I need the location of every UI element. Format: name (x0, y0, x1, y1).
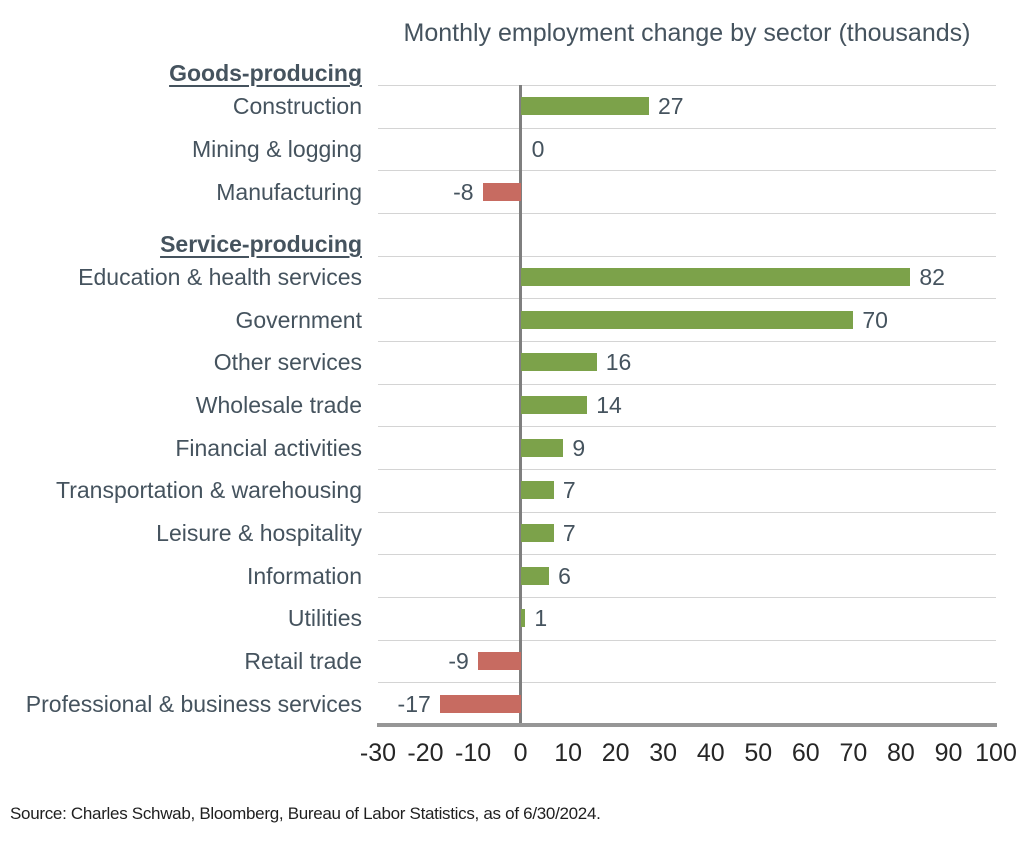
positive-bar (520, 524, 554, 542)
gridline (378, 383, 996, 385)
category-label: Wholesale trade (195, 392, 362, 418)
x-tick-label: 100 (975, 739, 1017, 767)
x-tick-label: 60 (791, 739, 820, 767)
category-label: Education & health services (78, 264, 362, 290)
x-tick-label: 70 (839, 739, 868, 767)
positive-bar (520, 396, 588, 414)
positive-bar (520, 310, 854, 329)
x-axis-line (377, 723, 997, 727)
negative-bar (477, 652, 521, 670)
positive-bar (520, 566, 550, 585)
value-label: 70 (862, 306, 888, 333)
category-label: Financial activities (175, 434, 362, 461)
value-label: 9 (572, 434, 586, 461)
x-tick-label: 20 (601, 739, 630, 767)
source-note: Source: Charles Schwab, Bloomberg, Burea… (10, 804, 601, 823)
value-label: 16 (605, 349, 632, 376)
gridline (378, 170, 996, 172)
group-header-text: Goods-producing (169, 60, 362, 86)
category-label: Construction (232, 93, 362, 120)
x-tick-label: 40 (696, 739, 725, 767)
x-tick-label: 50 (744, 739, 773, 767)
category-label: Professional & business services (25, 690, 362, 717)
value-label: 27 (658, 93, 684, 120)
category-label: Information (246, 562, 362, 589)
category-label: Mining & logging (191, 136, 362, 162)
negative-bar (482, 182, 521, 201)
value-label: 7 (562, 477, 576, 504)
value-label: 7 (562, 520, 576, 546)
positive-bar (520, 481, 554, 500)
positive-bar (520, 438, 564, 457)
category-label: Transportation & warehousing (56, 477, 362, 504)
group-header-label: Goods-producing (0, 58, 362, 88)
group-header-label: Service-producing (0, 229, 362, 259)
x-tick-label: -20 (407, 739, 444, 767)
x-tick-label: 0 (513, 739, 528, 767)
gridline (378, 426, 996, 428)
value-label: 82 (919, 264, 945, 290)
gridline (378, 511, 996, 513)
gridline (378, 682, 996, 684)
positive-bar (520, 268, 911, 286)
gridline (378, 639, 996, 641)
positive-bar (520, 353, 597, 372)
value-label: 14 (596, 392, 622, 418)
category-label: Utilities (287, 605, 362, 632)
gridline (378, 85, 996, 86)
category-label: Other services (213, 349, 362, 376)
gridline (378, 554, 996, 556)
value-label: 1 (534, 605, 548, 632)
category-label: Retail trade (244, 648, 362, 674)
category-label: Manufacturing (216, 178, 362, 205)
gridline (378, 469, 996, 470)
gridline (378, 341, 996, 342)
x-tick-label: 90 (934, 739, 963, 767)
gridline (378, 298, 996, 300)
category-label: Government (235, 306, 362, 333)
x-tick-label: 80 (886, 739, 915, 767)
positive-bar (520, 609, 526, 628)
value-label: -9 (448, 648, 469, 674)
x-tick-label: 10 (554, 739, 583, 767)
gridline (378, 255, 996, 257)
value-label: 0 (531, 136, 545, 162)
gridline (378, 213, 996, 214)
negative-bar (439, 694, 521, 713)
category-label: Leisure & hospitality (156, 520, 362, 546)
x-tick-label: -30 (359, 739, 397, 767)
group-header-text: Service-producing (160, 230, 362, 257)
value-label: 6 (558, 562, 571, 589)
gridline (378, 597, 996, 598)
gridline (378, 127, 996, 129)
x-tick-label: -10 (455, 739, 492, 767)
positive-bar (520, 97, 649, 116)
chart-title: Monthly employment change by sector (tho… (403, 19, 971, 47)
x-tick-label: 30 (649, 739, 678, 767)
value-label: -8 (453, 178, 474, 205)
value-label: -17 (397, 690, 431, 717)
